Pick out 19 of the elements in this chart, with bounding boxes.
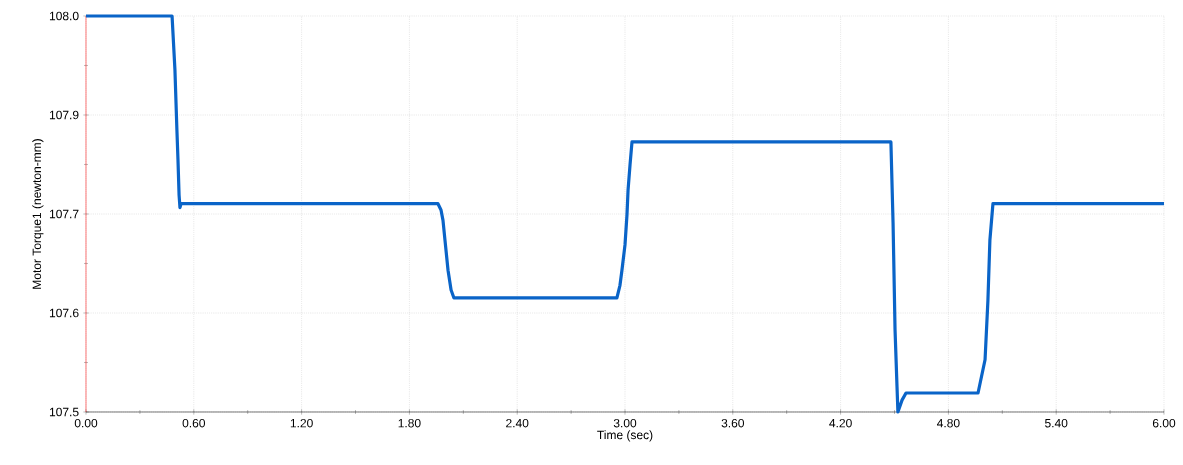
y-tick-label: 108.0 — [49, 11, 79, 21]
y-tick-label: 107.6 — [49, 308, 79, 318]
x-tick-label: 4.80 — [936, 418, 960, 428]
x-tick-label: 0.00 — [74, 418, 98, 428]
y-tick-label: 107.9 — [49, 110, 79, 120]
y-tick-label: 107.5 — [49, 407, 79, 417]
x-tick-label: 1.20 — [290, 418, 313, 428]
x-tick-label: 4.20 — [829, 418, 852, 428]
x-tick-label: 3.60 — [721, 418, 745, 428]
x-axis-title: Time (sec) — [597, 430, 653, 442]
x-tick-label: 2.40 — [506, 418, 529, 428]
x-tick-label: 5.40 — [1045, 418, 1068, 428]
x-tick-label: 6.00 — [1152, 418, 1176, 428]
x-tick-label: 0.60 — [182, 418, 206, 428]
x-tick-label: 3.00 — [613, 418, 637, 428]
y-axis-title: Motor Torque1 (newton-mm) — [32, 139, 44, 289]
y-tick-label: 107.7 — [49, 209, 79, 219]
x-tick-label: 1.80 — [398, 418, 421, 428]
line-series — [84, 14, 1166, 414]
